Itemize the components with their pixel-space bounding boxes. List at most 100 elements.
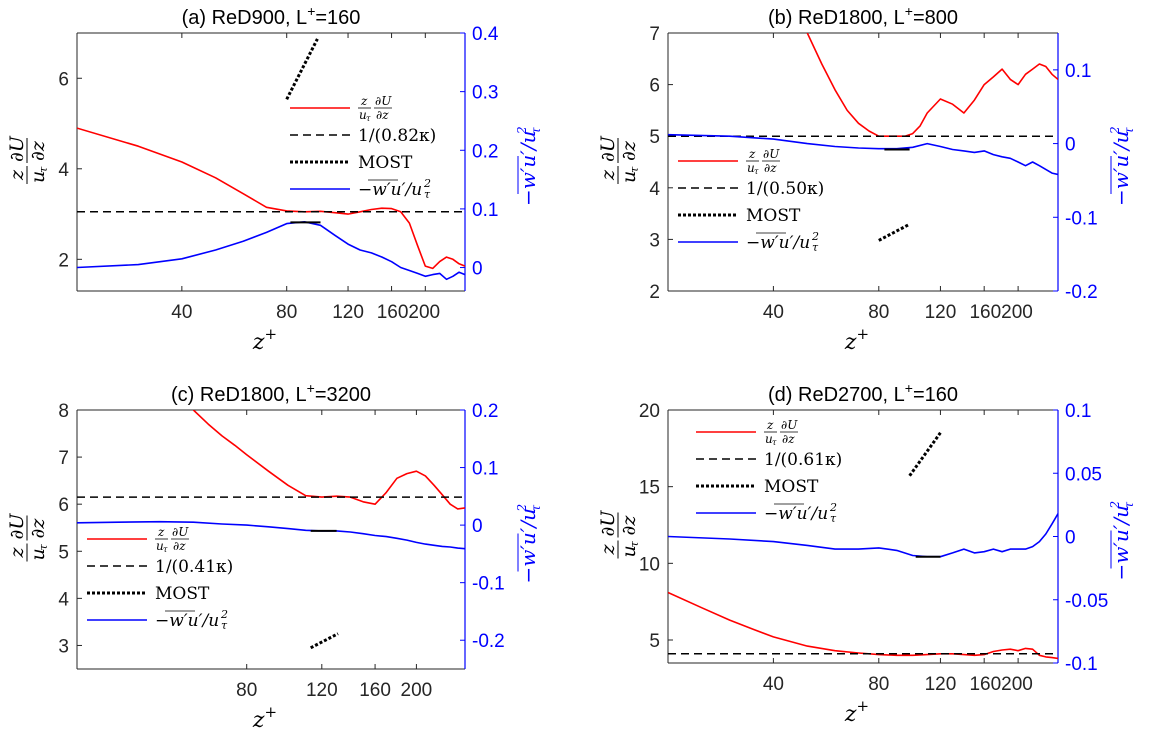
x-axis-label: z+ (844, 325, 869, 355)
x-tick-label: 40 (763, 302, 784, 323)
legend-dz: ∂z (376, 108, 389, 122)
legend-tau: τ (812, 241, 819, 254)
label-z: z (597, 544, 619, 556)
y-tick-label-left: 4 (649, 179, 660, 200)
y-tick-label-right: 0.1 (472, 459, 498, 480)
panel-a: 40 80 120 160200 2 4 6 0 0.1 0.2 0.3 0.4 (a) ReD900,… (58, 3, 498, 355)
legend-u: u (765, 432, 773, 446)
label-u: u (618, 545, 640, 557)
y-tick-label-right: -0.2 (1065, 282, 1098, 303)
y-tick-label-right: 0 (1065, 528, 1076, 549)
label-sq: 2 (515, 504, 529, 513)
x-axis-label: z+ (252, 703, 277, 733)
label-sq: 2 (515, 126, 529, 135)
plot-area (77, 410, 465, 650)
y-axis-label-right: −w′u′/uτ2 (1108, 501, 1136, 581)
panel-title: (d) ReD2700, L+=160 (768, 380, 958, 406)
y-tick-label-left: 7 (649, 24, 660, 45)
series-primary-line (806, 33, 1058, 137)
x-tick-label: 40 (171, 302, 192, 323)
legend-u: u (747, 161, 755, 175)
legend-label-secondary: −w′u′/u (358, 180, 422, 200)
label-reynolds: −w′u′/u (516, 131, 540, 206)
legend-label-reference: 1/(0.82κ) (358, 126, 436, 146)
y-tick-label-left: 5 (649, 631, 660, 652)
x-tick-label: 160200 (377, 302, 440, 323)
y-tick-label-left: 2 (649, 282, 660, 303)
legend-label-secondary: −w′u′/u (746, 233, 810, 253)
y-tick-label-right: -0.2 (472, 631, 505, 652)
legend-label-most: MOST (764, 477, 819, 497)
panel-c: 80 120 160 200 3 4 5 6 7 8 -0.2 -0.1 0 0.1 0.2 (c) ReD1… (58, 380, 504, 733)
y-tick-label-left: 2 (58, 250, 69, 271)
y-tick-label-right: 0 (1065, 135, 1076, 156)
label-dz: ∂z (618, 140, 640, 161)
legend-z: z (360, 94, 368, 108)
x-tick-label: 160200 (969, 674, 1032, 695)
legend-tau: τ (772, 438, 777, 447)
y-tick-label-right: -0.1 (472, 574, 505, 595)
legend-u: u (359, 108, 367, 122)
panel-title: (c) ReD1800, L+=3200 (171, 380, 371, 406)
label-tau: τ (627, 166, 641, 173)
label-tau: τ (529, 505, 543, 512)
y-tick-label-right: 0.05 (1065, 464, 1102, 485)
y-axis-label-left: z uτ ∂U ∂z (6, 135, 50, 184)
legend: zu τ∂U∂z1/(0.50κ)MOST−w′u′/u 2τ (678, 147, 824, 254)
x-tick-label: 80 (276, 302, 297, 323)
x-tick-label: 80 (236, 680, 257, 701)
series-secondary-line (77, 520, 465, 550)
series-primary-line (77, 127, 465, 270)
legend-u: u (156, 539, 164, 553)
x-tick-label: 120 (925, 674, 957, 695)
y-tick-label-left: 20 (639, 401, 660, 422)
legend-sq: 2 (829, 501, 837, 514)
y-tick-label-right: 0.3 (472, 83, 498, 104)
label-z: z (6, 547, 28, 559)
legend-dU: ∂U (763, 147, 780, 161)
x-axis-label: z+ (844, 697, 869, 727)
label-dU: ∂U (6, 513, 28, 540)
label-dU: ∂U (597, 510, 619, 537)
label-tau: τ (627, 541, 641, 548)
legend-z: z (766, 418, 774, 432)
y-axis-label-left: z uτ ∂U ∂z (6, 513, 50, 562)
x-tick-label: 160 (359, 680, 391, 701)
label-tau: τ (529, 127, 543, 134)
legend-dz: ∂z (173, 539, 186, 553)
x-tick-label: 120 (306, 680, 338, 701)
y-tick-label-right: 0.4 (472, 24, 499, 45)
legend-label-secondary: −w′u′/u (155, 611, 219, 631)
panel-d: 40 80 120 160200 5 10 15 20 -0.1 -0.05 0 0.05 0.1 (d)… (639, 380, 1108, 727)
label-z: z (6, 169, 28, 181)
series-most-line (310, 632, 339, 650)
y-tick-label-right: 0 (472, 516, 483, 537)
legend-tau: τ (830, 512, 837, 525)
y-tick-label-left: 8 (58, 401, 69, 422)
y-tick-label-left: 10 (639, 554, 660, 575)
legend-tau: τ (754, 167, 759, 176)
label-sq: 2 (1108, 501, 1122, 510)
legend-label-reference: 1/(0.61κ) (764, 450, 842, 470)
y-tick-label-left: 3 (649, 230, 660, 251)
label-reynolds: −w′u′/u (1109, 505, 1133, 580)
y-axis-label-left: z uτ ∂U ∂z (597, 135, 641, 184)
y-tick-label-right: 0.2 (472, 141, 498, 162)
label-tau: τ (36, 166, 50, 173)
legend-tau: τ (424, 188, 431, 201)
label-tau: τ (36, 544, 50, 551)
legend-label-reference: 1/(0.41κ) (155, 557, 233, 577)
x-tick-label: 80 (868, 302, 889, 323)
series-primary-line (668, 591, 1058, 660)
label-tau: τ (1122, 127, 1136, 134)
legend-tau: τ (163, 545, 168, 554)
panel-title: (a) ReD900, L+=160 (182, 3, 361, 29)
legend-sq: 2 (220, 608, 228, 621)
panel-b: 40 80 120 160200 2 3 4 5 6 7 -0.2 -0.1 0 0.1 (b) ReD18… (649, 3, 1097, 355)
label-tau: τ (1122, 502, 1136, 509)
legend-dU: ∂U (375, 94, 392, 108)
y-tick-label-left: 4 (58, 589, 69, 610)
series-most-line (878, 223, 909, 242)
